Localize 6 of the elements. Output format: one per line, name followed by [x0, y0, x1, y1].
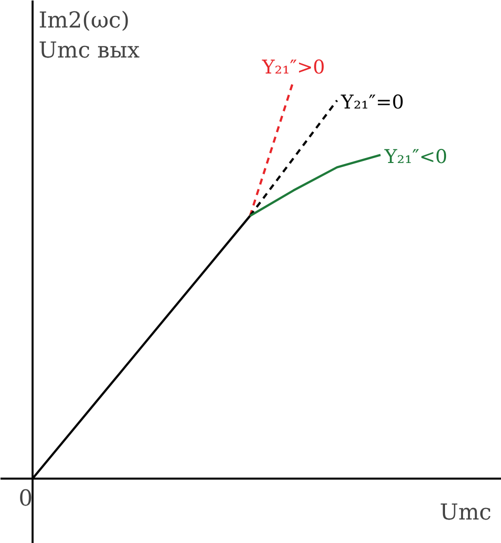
x-axis-title: Umc [440, 500, 492, 526]
y-axis-title: Im2(ωc) Umc вых [38, 8, 140, 64]
text: 0 [18, 486, 33, 512]
series-label: Y₂₁″>0 [261, 56, 325, 79]
series-label: Y₂₁″=0 [340, 91, 404, 114]
series-label: Y₂₁″<0 [384, 146, 448, 168]
